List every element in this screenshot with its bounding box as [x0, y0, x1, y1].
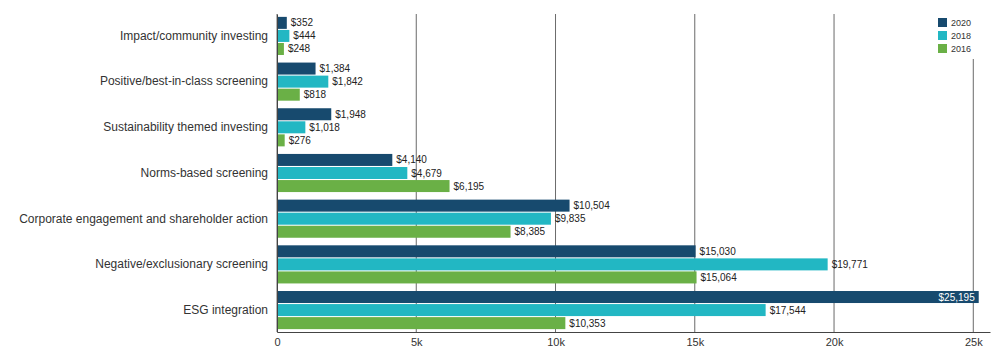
bar [277, 258, 828, 270]
x-axis: 0 5k 10k 15k 20k 25k [274, 332, 990, 348]
y-tick-label: Norms-based screening [141, 166, 268, 180]
data-label: $4,140 [396, 154, 427, 165]
grid-line [555, 14, 556, 332]
bar [277, 291, 979, 303]
data-label: $4,679 [411, 168, 442, 179]
bar [277, 271, 697, 283]
y-tick: Sustainability themed investing [103, 120, 277, 134]
x-tick: 15k [686, 332, 704, 348]
y-tick: Negative/exclusionary screening [95, 257, 277, 271]
x-axis-line [278, 332, 991, 333]
bar [277, 63, 316, 75]
bar [277, 213, 551, 225]
legend-item: 2020 [938, 18, 971, 28]
data-label: $1,948 [335, 109, 366, 120]
y-tick-label: ESG integration [183, 303, 268, 317]
bars [277, 17, 979, 329]
x-tick: 5k [411, 332, 423, 348]
y-tick-label: Positive/best-in-class screening [100, 74, 268, 88]
legend-swatch [938, 44, 947, 53]
x-tick-label: 0 [274, 336, 280, 348]
plot: $352 $1,384 $1,948 $4,140 $10,504 $15,030 $25,… [19, 14, 990, 348]
x-tick: 0 [274, 332, 280, 348]
data-label: $6,195 [454, 181, 485, 192]
bar [277, 317, 565, 329]
data-label: $352 [291, 17, 314, 28]
legend-background [934, 14, 984, 59]
bar [277, 167, 407, 179]
y-tick: ESG integration [183, 303, 277, 317]
y-tick: Norms-based screening [141, 166, 277, 180]
data-label: $1,384 [320, 63, 351, 74]
data-label: $8,385 [515, 226, 546, 237]
bar [277, 30, 289, 42]
data-label: $15,064 [701, 272, 738, 283]
legend-label: 2018 [951, 31, 971, 41]
data-label: $818 [304, 89, 327, 100]
y-tick-label: Sustainability themed investing [103, 120, 268, 134]
y-tick-label: Corporate engagement and shareholder act… [19, 212, 268, 226]
bar [277, 245, 696, 257]
legend-swatch [938, 18, 947, 27]
bar [277, 76, 328, 88]
grid-line [834, 14, 835, 332]
data-label: $10,504 [574, 200, 611, 211]
legend-item: 2016 [938, 44, 971, 54]
data-labels: $352 $1,384 $1,948 $4,140 $10,504 $15,030 $25,… [288, 17, 975, 328]
bar [277, 226, 511, 238]
bar [277, 17, 287, 29]
bar [277, 108, 331, 120]
grid-line [277, 14, 278, 332]
y-tick: Corporate engagement and shareholder act… [19, 212, 277, 226]
grid-line [694, 14, 695, 332]
y-tick: Positive/best-in-class screening [100, 74, 277, 88]
x-tick-label: 20k [826, 336, 844, 348]
bar [277, 134, 285, 146]
x-tick-label: 25k [965, 336, 983, 348]
legend-item: 2018 [938, 31, 971, 41]
bar [277, 43, 284, 55]
data-label: $10,353 [569, 318, 606, 329]
bar [277, 200, 570, 212]
y-tick: Impact/community investing [120, 29, 277, 43]
legend-label: 2016 [951, 44, 971, 54]
x-tick-label: 10k [547, 336, 565, 348]
data-label: $248 [288, 43, 311, 54]
data-label: $25,195 [939, 292, 976, 303]
data-label: $1,842 [332, 76, 363, 87]
grid [277, 14, 973, 332]
legend-label: 2020 [951, 18, 971, 28]
bar [277, 304, 766, 316]
data-label: $276 [289, 135, 312, 146]
bar [277, 89, 300, 101]
bar [277, 180, 450, 192]
x-tick: 25k [965, 332, 983, 348]
grid-line [973, 14, 974, 332]
bar [277, 154, 392, 166]
data-label: $1,018 [309, 122, 340, 133]
x-tick-label: 15k [686, 336, 704, 348]
data-label: $17,544 [770, 305, 807, 316]
x-tick: 20k [826, 332, 844, 348]
bar [277, 121, 305, 133]
data-label: $15,030 [700, 246, 737, 257]
y-tick-label: Negative/exclusionary screening [95, 257, 268, 271]
x-tick: 10k [547, 332, 565, 348]
legend: 2020 2018 2016 [934, 14, 984, 59]
x-tick-label: 5k [411, 336, 423, 348]
y-tick-label: Impact/community investing [120, 29, 268, 43]
data-label: $19,771 [832, 259, 869, 270]
y-axis-line [277, 15, 278, 333]
legend-swatch [938, 31, 947, 40]
chart: $352 $1,384 $1,948 $4,140 $10,504 $15,030 $25,… [0, 0, 1000, 358]
data-label: $9,835 [555, 213, 586, 224]
data-label: $444 [293, 30, 316, 41]
y-axis: Impact/community investing Positive/best-… [19, 15, 277, 333]
